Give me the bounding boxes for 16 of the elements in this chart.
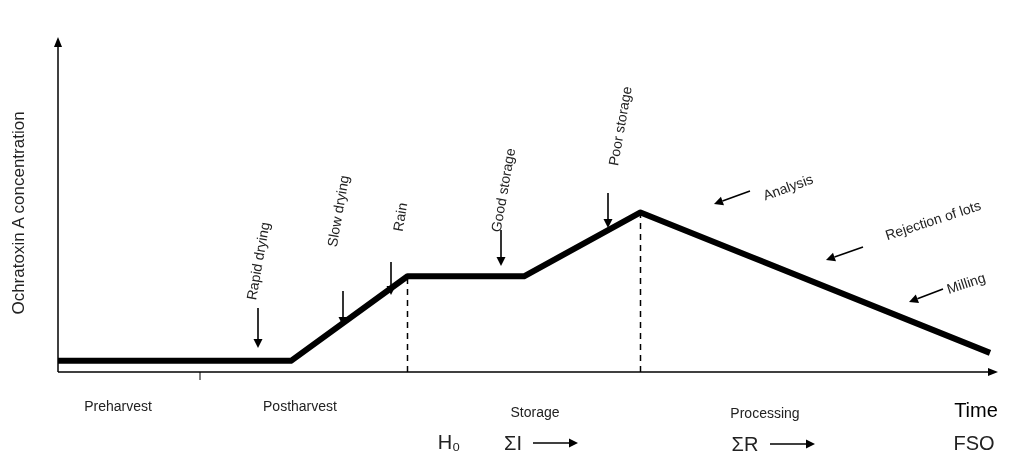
text: Postharvest bbox=[263, 398, 338, 414]
text: Storage bbox=[510, 404, 560, 420]
x-axis-title: Time bbox=[954, 399, 998, 421]
annotation: Slow drying bbox=[323, 173, 353, 249]
text: Preharvest bbox=[84, 398, 152, 414]
text: H₀ bbox=[437, 431, 461, 453]
annotation: Rain bbox=[389, 201, 411, 233]
annotation: Milling bbox=[944, 269, 988, 297]
text: FSO bbox=[953, 432, 995, 454]
text: ΣR bbox=[731, 433, 759, 455]
text: ΣI bbox=[504, 432, 522, 454]
text: Processing bbox=[730, 405, 800, 421]
annotation: Good storage bbox=[487, 146, 519, 234]
annotation: Rapid drying bbox=[243, 220, 273, 302]
y-axis-title: Ochratoxin A concentration bbox=[8, 111, 28, 315]
text: Poor storage bbox=[605, 84, 635, 167]
